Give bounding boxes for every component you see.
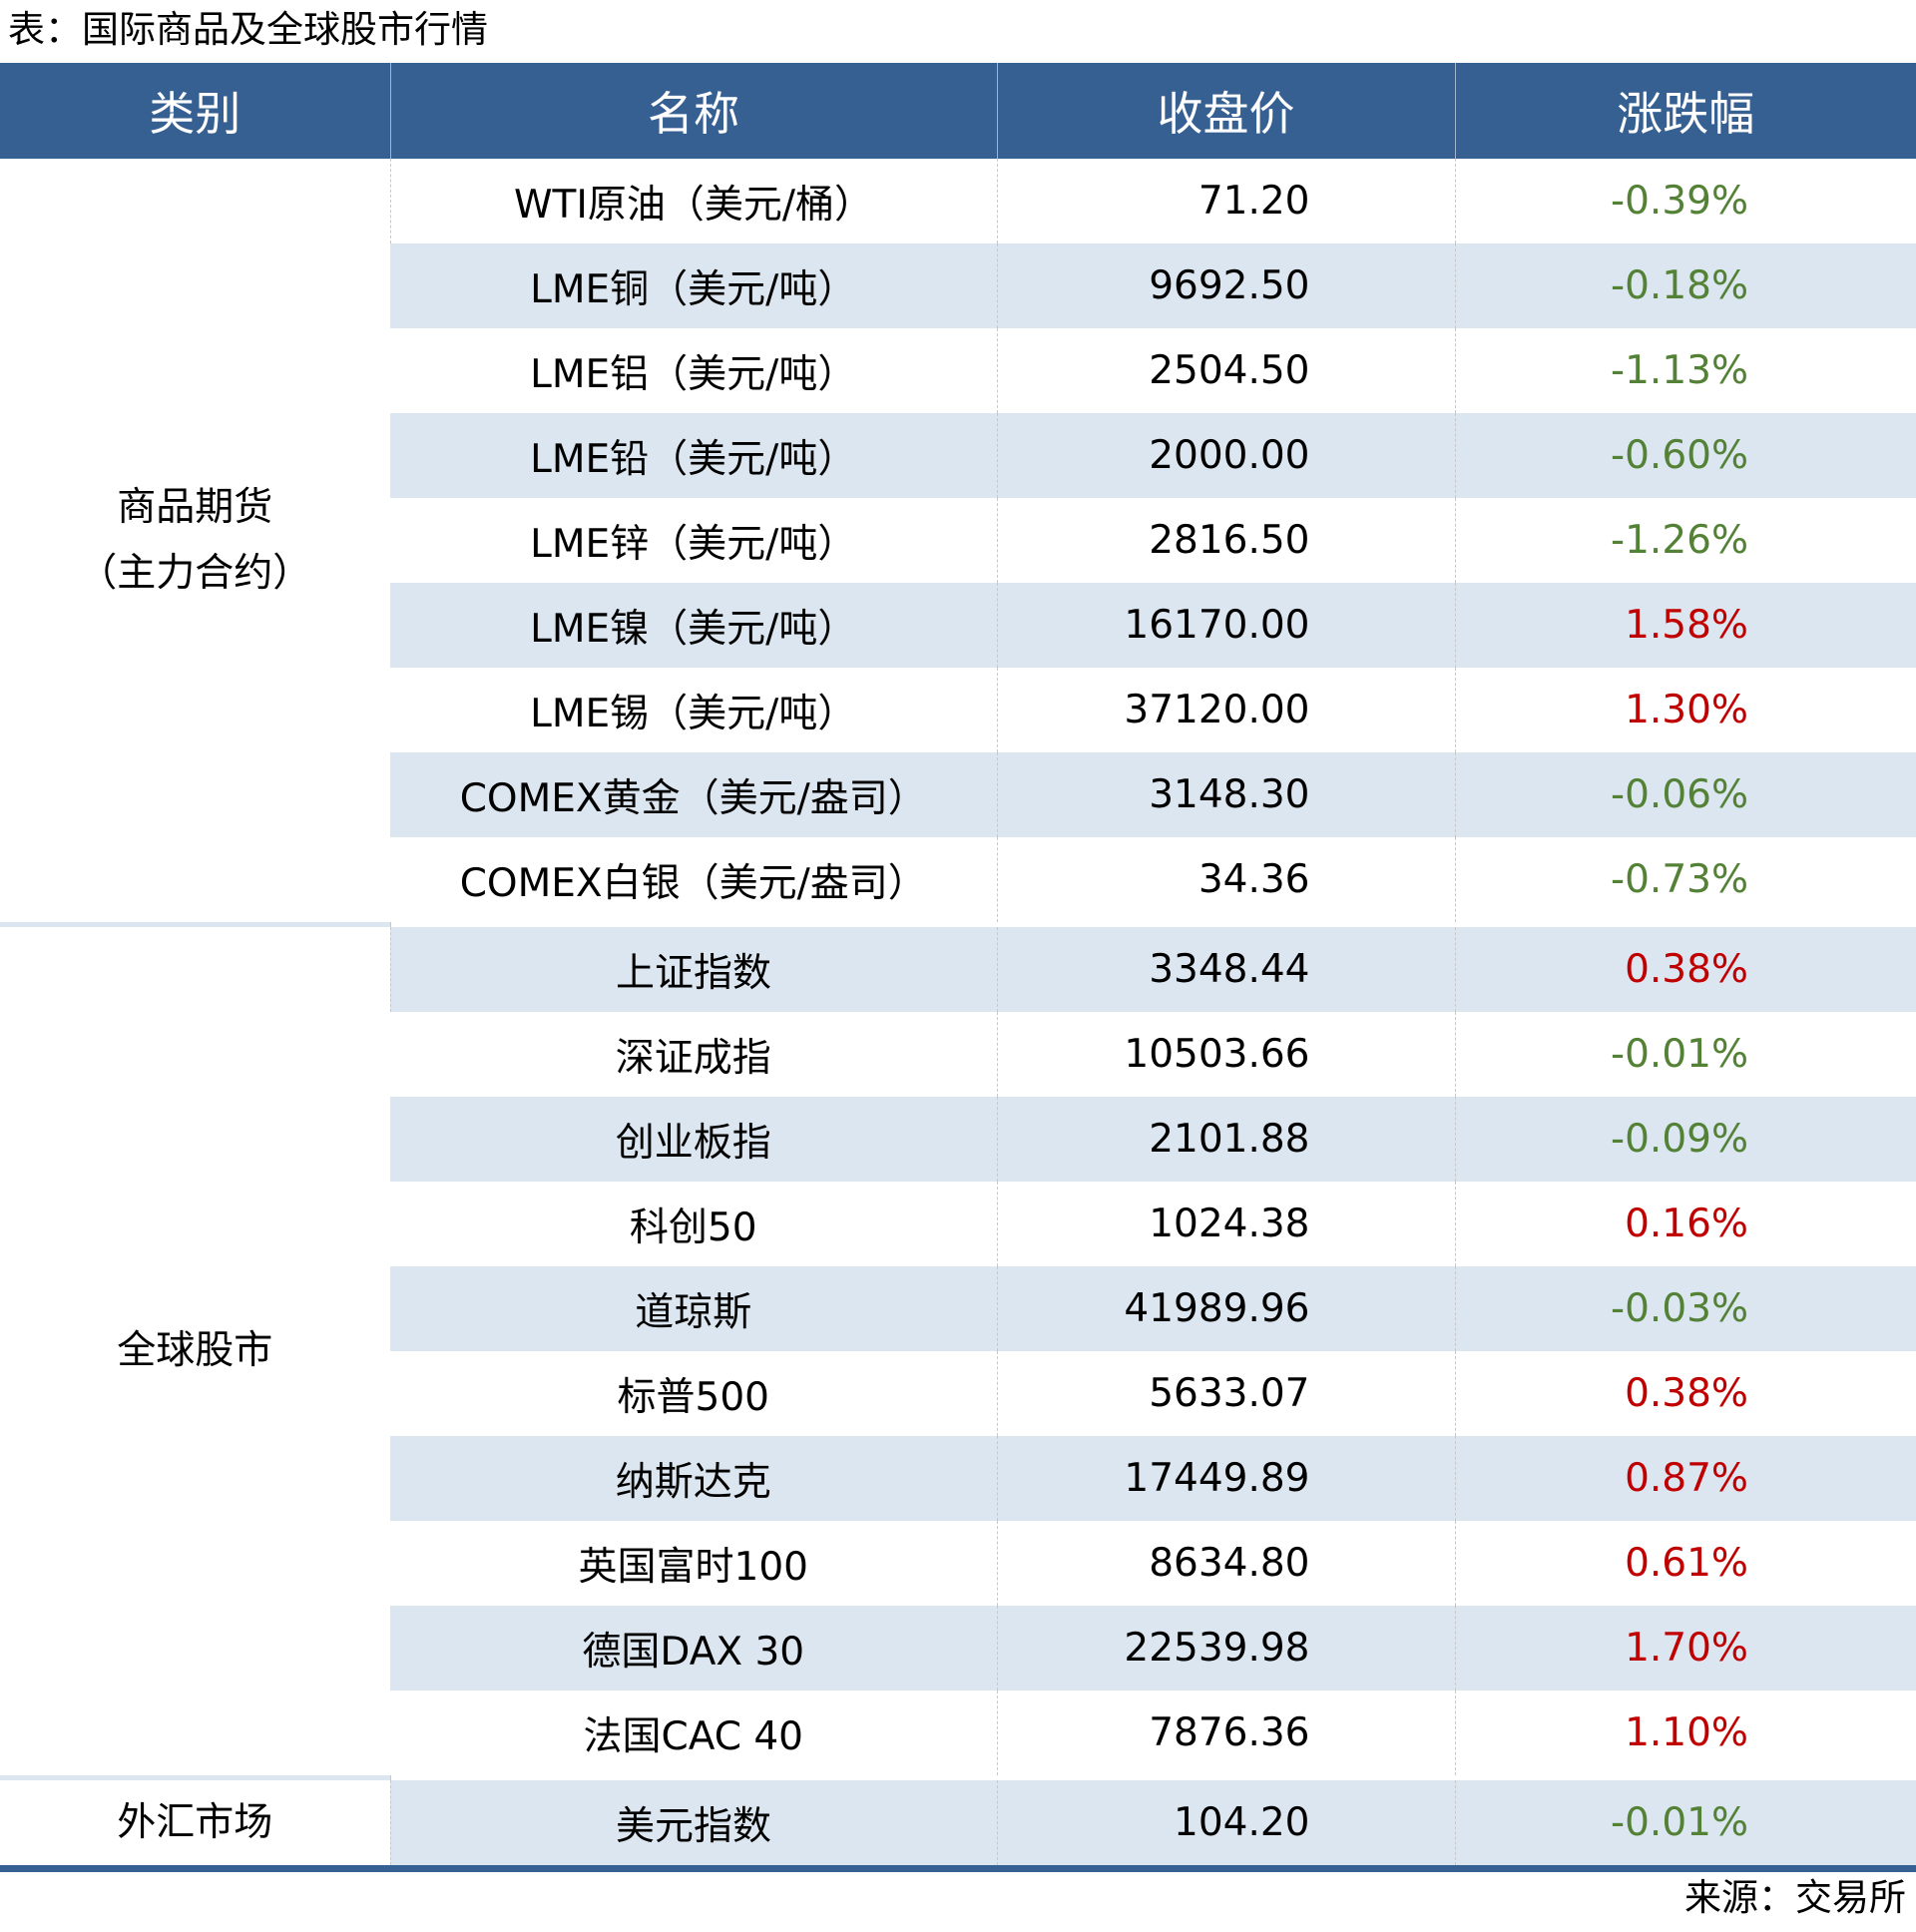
name-cell: 上证指数: [389, 927, 997, 1012]
category-label: （主力合约）: [78, 550, 312, 596]
source-note: 来源：交易所: [1684, 1876, 1906, 1919]
price-cell: 34.36: [996, 837, 1455, 922]
name-cell: 创业板指: [390, 1097, 997, 1182]
change-cell: -0.03%: [1454, 1266, 1916, 1351]
category-label: 全球股市: [117, 1328, 273, 1373]
table-row: 标普500 5633.07 0.38%: [0, 1351, 1916, 1436]
name-cell: LME铝（美元/吨）: [530, 351, 857, 397]
change-cell: 0.16%: [1454, 1182, 1916, 1266]
name-cell: 纳斯达克: [390, 1436, 997, 1521]
change-cell: -0.09%: [1454, 1097, 1916, 1182]
change-cell: -0.01%: [1454, 1780, 1916, 1872]
table-row: 外汇市场 美元指数 104.20 -0.01%: [0, 1780, 1916, 1872]
header-change: 涨跌幅: [1454, 63, 1916, 159]
header-close-price: 收盘价: [996, 63, 1455, 159]
price-cell: 17449.89: [996, 1436, 1455, 1521]
name-cell: 科创50: [629, 1205, 757, 1250]
table-row: LME镍（美元/吨） 16170.00 1.58%: [0, 583, 1916, 668]
table-row: LME锡（美元/吨） 37120.00 1.30%: [0, 668, 1916, 752]
category-label: 商品期货: [117, 484, 273, 530]
price-cell: 10503.66: [996, 1012, 1455, 1097]
price-cell: 2000.00: [996, 413, 1455, 498]
name-cell: COMEX黄金（美元/盎司）: [390, 752, 997, 837]
table-row: 深证成指 10503.66 -0.01%: [0, 1012, 1916, 1097]
change-cell: -1.26%: [1454, 498, 1916, 583]
market-table: 类别 名称 收盘价 涨跌幅 商品期货 （主力合约） WTI原油（美元/桶） 71.20…: [0, 63, 1916, 1872]
change-cell: 0.38%: [1454, 927, 1916, 1012]
name-cell: LME铅（美元/吨）: [390, 413, 997, 498]
price-cell: 104.20: [996, 1780, 1455, 1872]
change-cell: -0.06%: [1454, 752, 1916, 837]
table-row: LME铝（美元/吨） 2504.50 -1.13%: [0, 328, 1916, 413]
name-cell: 美元指数: [389, 1780, 997, 1872]
name-cell: WTI原油（美元/桶）: [389, 159, 997, 243]
table-row: 全球股市 上证指数 3348.44 0.38%: [0, 927, 1916, 1775]
change-cell: 1.70%: [1454, 1606, 1916, 1690]
table-row: 科创50 1024.38 0.16%: [0, 1182, 1916, 1266]
table-row: 英国富时100 8634.80 0.61%: [0, 1521, 1916, 1606]
change-cell: 0.61%: [1454, 1521, 1916, 1606]
price-cell: 3148.30: [996, 752, 1455, 837]
change-cell: 1.10%: [1454, 1690, 1916, 1775]
price-cell: 2101.88: [996, 1097, 1455, 1182]
table-row: LME锌（美元/吨） 2816.50 -1.26%: [0, 498, 1916, 583]
change-cell: -0.18%: [1454, 243, 1916, 328]
price-cell: 16170.00: [996, 583, 1455, 668]
name-cell: LME镍（美元/吨）: [390, 583, 997, 668]
group-separator: [0, 1775, 1916, 1780]
change-cell: 1.58%: [1454, 583, 1916, 668]
header-name: 名称: [389, 63, 997, 159]
price-cell: 37120.00: [996, 668, 1455, 752]
price-cell: 1024.38: [996, 1182, 1455, 1266]
category-label: 外汇市场: [117, 1799, 273, 1845]
change-cell: 0.38%: [1454, 1351, 1916, 1436]
category-cell: 外汇市场: [0, 1780, 390, 1872]
table-row: COMEX白银（美元/盎司） 34.36 -0.73%: [0, 837, 1916, 922]
table-row: LME铅（美元/吨） 2000.00 -0.60%: [0, 413, 1916, 498]
name-cell: 道琼斯: [390, 1266, 997, 1351]
header-category: 类别: [0, 63, 390, 159]
table-row: 商品期货 （主力合约） WTI原油（美元/桶） 71.20 -0.39%: [0, 159, 1916, 922]
name-cell: 标普500: [617, 1374, 769, 1420]
name-cell: 英国富时100: [578, 1544, 808, 1590]
table-row: COMEX黄金（美元/盎司） 3148.30 -0.06%: [0, 752, 1916, 837]
name-cell: LME锡（美元/吨）: [530, 691, 857, 736]
change-cell: -0.60%: [1454, 413, 1916, 498]
table-row: 法国CAC 40 7876.36 1.10%: [0, 1690, 1916, 1775]
price-cell: 2504.50: [996, 328, 1455, 413]
name-cell: LME锌（美元/吨）: [530, 521, 857, 567]
price-cell: 7876.36: [996, 1690, 1455, 1775]
price-cell: 22539.98: [996, 1606, 1455, 1690]
price-cell: 3348.44: [996, 927, 1455, 1012]
table-row: 创业板指 2101.88 -0.09%: [0, 1097, 1916, 1182]
name-cell: 深证成指: [615, 1035, 771, 1081]
group-separator: [0, 922, 1916, 927]
change-cell: 0.87%: [1454, 1436, 1916, 1521]
price-cell: 41989.96: [996, 1266, 1455, 1351]
change-cell: -0.39%: [1454, 159, 1916, 243]
table-row: 德国DAX 30 22539.98 1.70%: [0, 1606, 1916, 1690]
change-cell: -0.73%: [1454, 837, 1916, 922]
category-cell: 全球股市: [0, 927, 390, 1775]
name-cell: COMEX白银（美元/盎司）: [459, 860, 927, 906]
table-caption: 表：国际商品及全球股市行情: [8, 8, 488, 51]
table-row: LME铜（美元/吨） 9692.50 -0.18%: [0, 243, 1916, 328]
price-cell: 5633.07: [996, 1351, 1455, 1436]
price-cell: 9692.50: [996, 243, 1455, 328]
change-cell: -1.13%: [1454, 328, 1916, 413]
name-cell: 德国DAX 30: [390, 1606, 997, 1690]
category-cell: 商品期货 （主力合约）: [0, 159, 390, 922]
change-cell: 1.30%: [1454, 668, 1916, 752]
change-cell: -0.01%: [1454, 1012, 1916, 1097]
name-cell: LME铜（美元/吨）: [390, 243, 997, 328]
table-row: 道琼斯 41989.96 -0.03%: [0, 1266, 1916, 1351]
price-cell: 2816.50: [996, 498, 1455, 583]
name-cell: 法国CAC 40: [583, 1713, 803, 1759]
price-cell: 8634.80: [996, 1521, 1455, 1606]
table-row: 纳斯达克 17449.89 0.87%: [0, 1436, 1916, 1521]
header-row: 类别 名称 收盘价 涨跌幅: [0, 63, 1916, 159]
price-cell: 71.20: [996, 159, 1455, 243]
